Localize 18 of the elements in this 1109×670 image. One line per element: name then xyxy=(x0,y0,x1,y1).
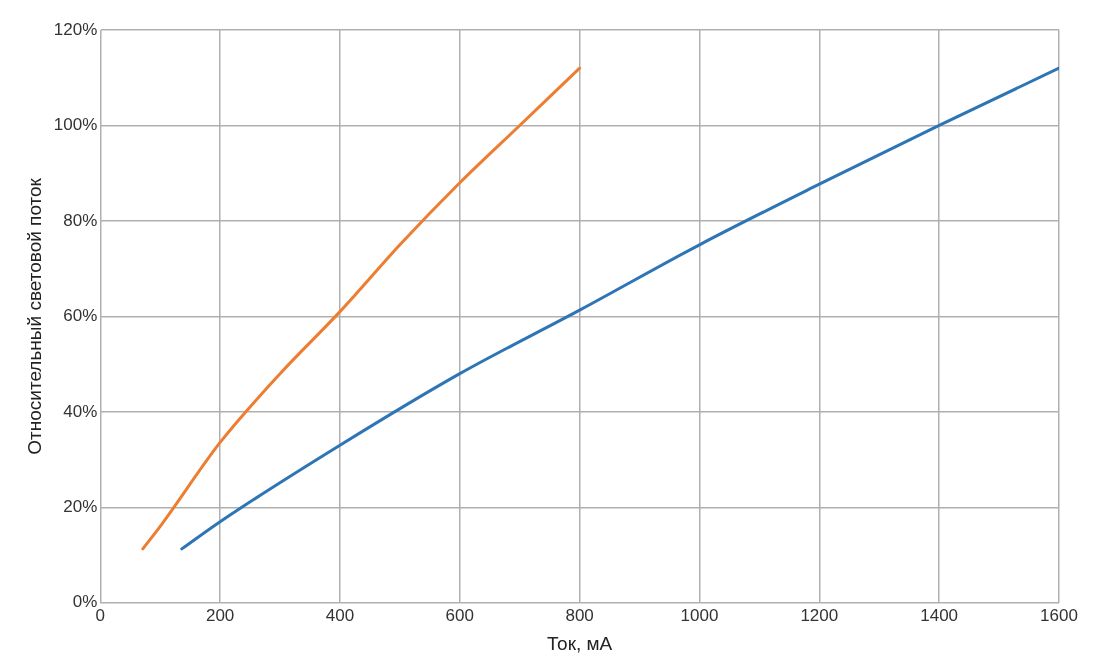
y-tick-label: 60% xyxy=(63,306,98,326)
x-tick-label: 800 xyxy=(565,605,594,625)
x-tick-label: 200 xyxy=(205,605,235,625)
x-tick-label: 1000 xyxy=(680,605,719,625)
x-tick-label: 400 xyxy=(325,605,355,625)
y-tick-label: 80% xyxy=(63,210,98,230)
x-tick-label: 1400 xyxy=(920,605,959,625)
y-tick-label: 120% xyxy=(53,19,98,39)
line-series xyxy=(141,66,582,551)
x-axis-title: Ток, мА xyxy=(546,632,613,654)
y-tick-label: 40% xyxy=(63,401,98,421)
y-axis-title: Относительный световой поток xyxy=(23,177,45,455)
x-tick-label: 1200 xyxy=(800,605,839,625)
y-tick-label: 100% xyxy=(53,115,98,135)
x-tick-label: 1600 xyxy=(1040,605,1078,625)
line-series xyxy=(180,66,1059,551)
x-tick-label: 600 xyxy=(445,605,474,625)
y-tick-label: 20% xyxy=(63,497,98,517)
